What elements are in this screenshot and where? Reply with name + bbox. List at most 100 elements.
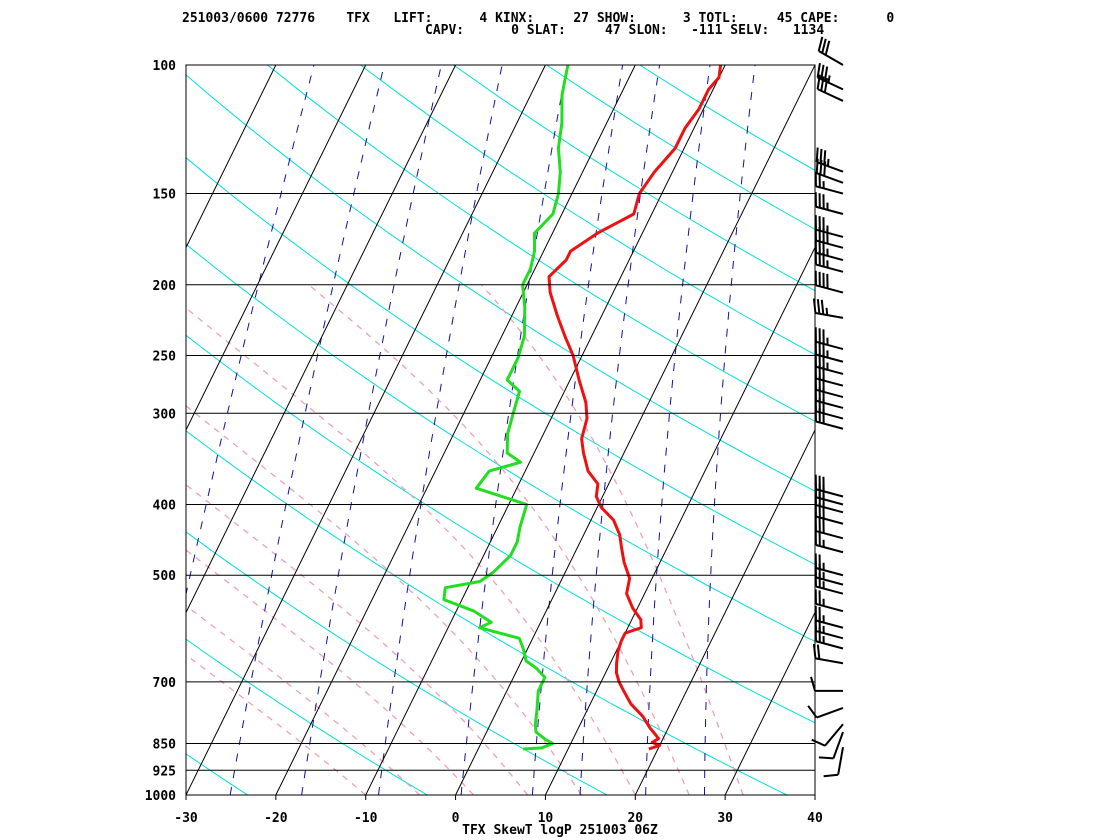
barb-flag (812, 643, 817, 659)
isotherm (275, 65, 636, 795)
isotherm (186, 65, 277, 249)
barb-flag (816, 644, 821, 660)
barb-shaft (815, 263, 844, 273)
barb-flag (820, 64, 825, 80)
barb-shaft (815, 284, 844, 294)
barb-half-flag (827, 75, 831, 83)
dry-adiabat (186, 74, 815, 492)
wind-barb (814, 171, 844, 195)
barb-flag (824, 40, 831, 56)
dry-adiabat (186, 638, 428, 795)
dry-adiabat (267, 65, 815, 422)
wind-barb (814, 192, 844, 215)
wind-barb (814, 406, 844, 430)
x-tick-label-20: 20 (627, 811, 643, 826)
pressure-label-200: 200 (153, 279, 177, 294)
wind-barb (817, 36, 844, 66)
barb-half-flag (825, 307, 829, 316)
pressure-label-150: 150 (153, 188, 177, 203)
barb-flag (816, 299, 821, 314)
isobars (186, 64, 815, 796)
barb-flag (823, 77, 829, 93)
barb-shaft (832, 731, 844, 759)
wind-barb (812, 298, 844, 319)
dry-adiabat (186, 753, 248, 795)
barb-flag (815, 158, 819, 174)
pressure-axis: 100 150 200 250 300 400 500 700 850 925 1000 (145, 59, 176, 804)
wind-barb (814, 225, 844, 249)
pressure-label-850: 850 (153, 737, 177, 752)
barb-shaft (824, 723, 844, 747)
moist-adiabat (480, 284, 744, 795)
wind-barb (823, 747, 844, 778)
pressure-label-700: 700 (153, 676, 177, 691)
barb-shaft (815, 657, 844, 665)
x-tick-label--20: -20 (264, 811, 288, 826)
barb-flag (823, 161, 827, 177)
moist-adiabat (186, 307, 636, 795)
barb-flag (823, 66, 829, 82)
barb-shaft (816, 707, 844, 719)
pressure-label-1000: 1000 (145, 789, 176, 804)
isotherm (186, 65, 546, 795)
wind-barb (818, 731, 844, 760)
isotherm (0, 65, 6, 795)
mixing-ratio-line (378, 65, 503, 795)
barb-shaft (815, 311, 844, 319)
wind-barb (812, 643, 844, 665)
barb-flag (816, 63, 821, 78)
x-tick-label-10: 10 (538, 811, 554, 826)
chart-title: TFX SkewT logP 251003 06Z (462, 823, 658, 838)
dry-adiabat (546, 65, 815, 230)
pressure-label-100: 100 (153, 59, 177, 74)
wind-barb (814, 626, 844, 650)
barb-half-flag (826, 158, 830, 167)
barb-flag (811, 738, 826, 747)
profile-traces (442, 65, 723, 751)
wind-barb (814, 530, 844, 554)
barb-shaft (815, 420, 844, 430)
pressure-label-925: 925 (153, 764, 176, 779)
isotherm (724, 611, 815, 795)
moist-adiabat (308, 284, 690, 795)
barb-flag (818, 756, 834, 760)
pressure-label-500: 500 (153, 569, 177, 584)
wind-barbs (807, 36, 844, 778)
wind-barb (816, 63, 844, 91)
barb-flag (823, 773, 839, 778)
wind-barb (814, 249, 844, 273)
barb-shaft (837, 747, 844, 775)
header-line-2: CAPV: 0 SLAT: 47 SLON: -111 SELV: 1134 (425, 23, 824, 38)
wind-barb (814, 589, 844, 613)
moist-adiabat (186, 549, 474, 795)
temperature-line (547, 65, 723, 751)
mixing-ratio-line (645, 65, 711, 795)
barb-flag (820, 76, 825, 91)
wind-barb (816, 74, 844, 102)
moist-adiabat (186, 604, 421, 795)
isotherm (0, 65, 96, 795)
barb-flag (819, 159, 823, 175)
barb-shaft (815, 544, 844, 554)
barb-shaft (817, 76, 844, 91)
barb-shaft (818, 50, 844, 66)
barb-shaft (816, 172, 844, 184)
barb-flag (817, 36, 824, 52)
moist-adiabat (186, 405, 582, 795)
x-tick-label-40: 40 (807, 811, 823, 826)
barb-flag (810, 676, 816, 692)
barb-shaft (815, 602, 844, 613)
moist-adiabat (186, 483, 528, 795)
header-line-1: 251003/0600 72776 TFX LIFT: 4 KINX: 27 S… (182, 11, 894, 26)
dry-adiabat (186, 430, 787, 795)
dry-adiabat (639, 65, 815, 171)
x-tick-label-30: 30 (717, 811, 733, 826)
dry-adiabat (186, 157, 815, 565)
isotherm (544, 246, 815, 795)
dewpoint-line (442, 65, 570, 751)
barb-flag (821, 38, 827, 54)
isotherm (365, 65, 726, 795)
moist-adiabat (186, 653, 367, 795)
